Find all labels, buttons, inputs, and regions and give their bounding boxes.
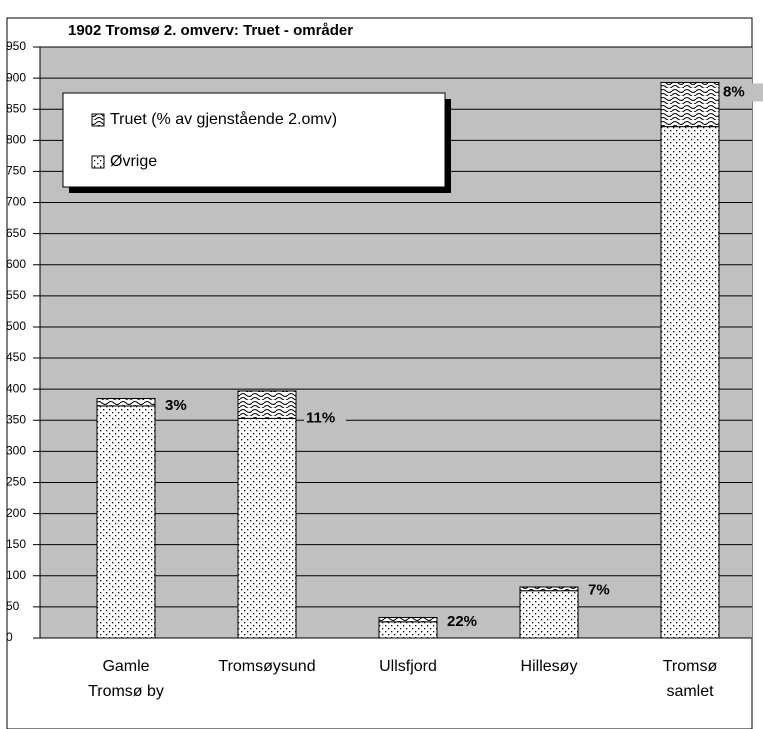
bar-segment (96, 405, 156, 639)
bar-segment (96, 397, 156, 407)
y-tick-label: 400 (6, 381, 26, 395)
y-tick-label: 250 (6, 475, 26, 489)
annotation: 8% (723, 83, 745, 100)
bar-segment (237, 390, 297, 419)
annotation-bg (586, 581, 628, 600)
chart-title: 1902 Tromsø 2. omverv: Truet - områder (68, 22, 353, 39)
y-tick-label: 650 (6, 226, 26, 240)
legend-label: Truet (% av gjenstående 2.omv) (110, 110, 337, 128)
annotation: 7% (588, 582, 610, 599)
title-box (62, 19, 512, 41)
y-tick-label: 850 (6, 101, 26, 115)
y-tick-label: 950 (6, 39, 26, 53)
x-tick-label: Tromsø (663, 658, 718, 675)
y-tick-label: 800 (6, 132, 26, 146)
bar-segment (519, 586, 579, 592)
x-tick-label: Tromsøysund (218, 658, 315, 675)
y-tick-label: 300 (6, 444, 26, 458)
y-tick-label: 900 (6, 70, 26, 84)
y-tick-label: 450 (6, 350, 26, 364)
y-tick-label: 100 (6, 568, 26, 582)
y-tick-label: 200 (6, 506, 26, 520)
bar-segment (378, 621, 438, 639)
y-tick-label: 0 (6, 630, 13, 644)
legend-label: Øvrige (110, 153, 157, 170)
annotation-bg (445, 612, 487, 631)
legend-swatch (91, 113, 105, 127)
bar-segment (660, 81, 720, 128)
bar-segment (519, 590, 579, 639)
x-tick-label: samlet (666, 683, 714, 700)
y-tick-label: 50 (6, 599, 20, 613)
annotation: 11% (306, 409, 335, 426)
y-tick-label: 350 (6, 412, 26, 426)
annotation-bg (721, 83, 763, 102)
x-tick-label: Tromsø by (88, 683, 164, 700)
x-tick-label: Ullsfjord (379, 658, 437, 675)
annotation: 3% (165, 397, 187, 414)
bar-segment (237, 417, 297, 639)
bar-segment (660, 126, 720, 639)
annotation-bg (163, 396, 205, 415)
legend (62, 92, 446, 188)
legend-swatch (91, 155, 105, 169)
annotation: 22% (447, 613, 477, 630)
y-tick-label: 700 (6, 195, 26, 209)
y-tick-label: 600 (6, 257, 26, 271)
x-tick-label: Gamle (102, 658, 149, 675)
y-tick-label: 500 (6, 319, 26, 333)
y-tick-label: 150 (6, 537, 26, 551)
x-tick-label: Hillesøy (521, 658, 578, 675)
y-tick-label: 750 (6, 164, 26, 178)
bar-segment (378, 616, 438, 623)
y-tick-label: 550 (6, 288, 26, 302)
annotation-bg (304, 409, 346, 428)
